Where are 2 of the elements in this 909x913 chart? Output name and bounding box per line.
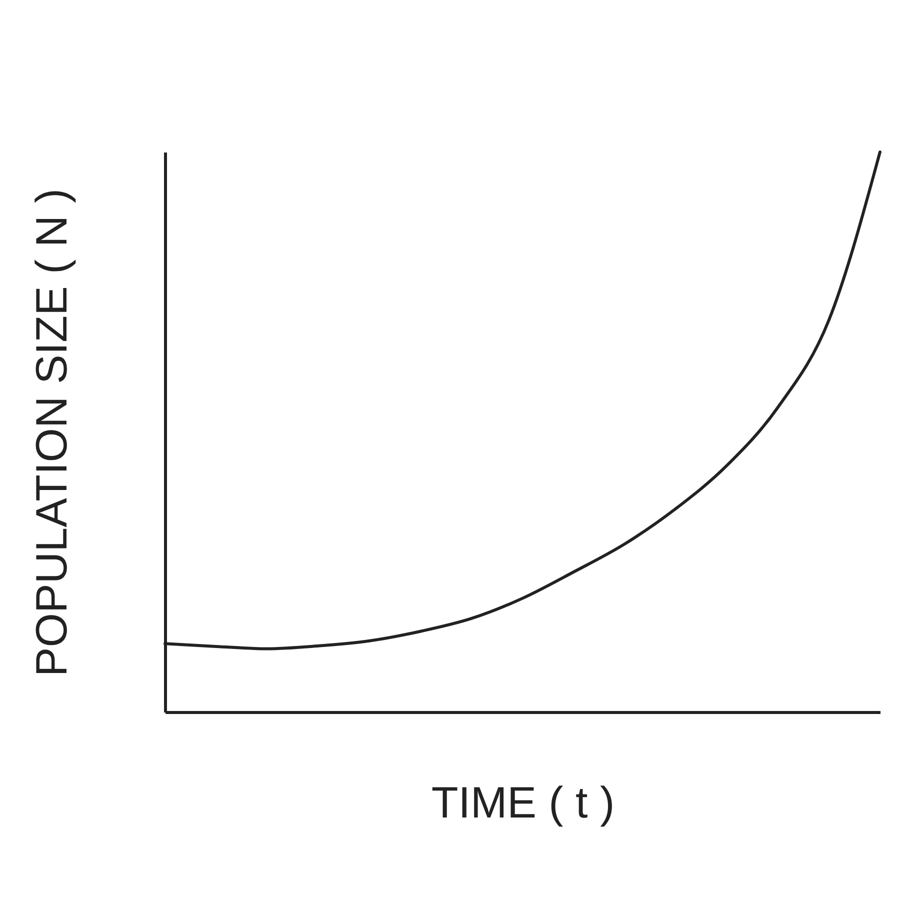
x-axis-title: TIME ( t ) <box>431 778 615 828</box>
y-axis-title: POPULATION SIZE ( N ) <box>28 188 76 677</box>
